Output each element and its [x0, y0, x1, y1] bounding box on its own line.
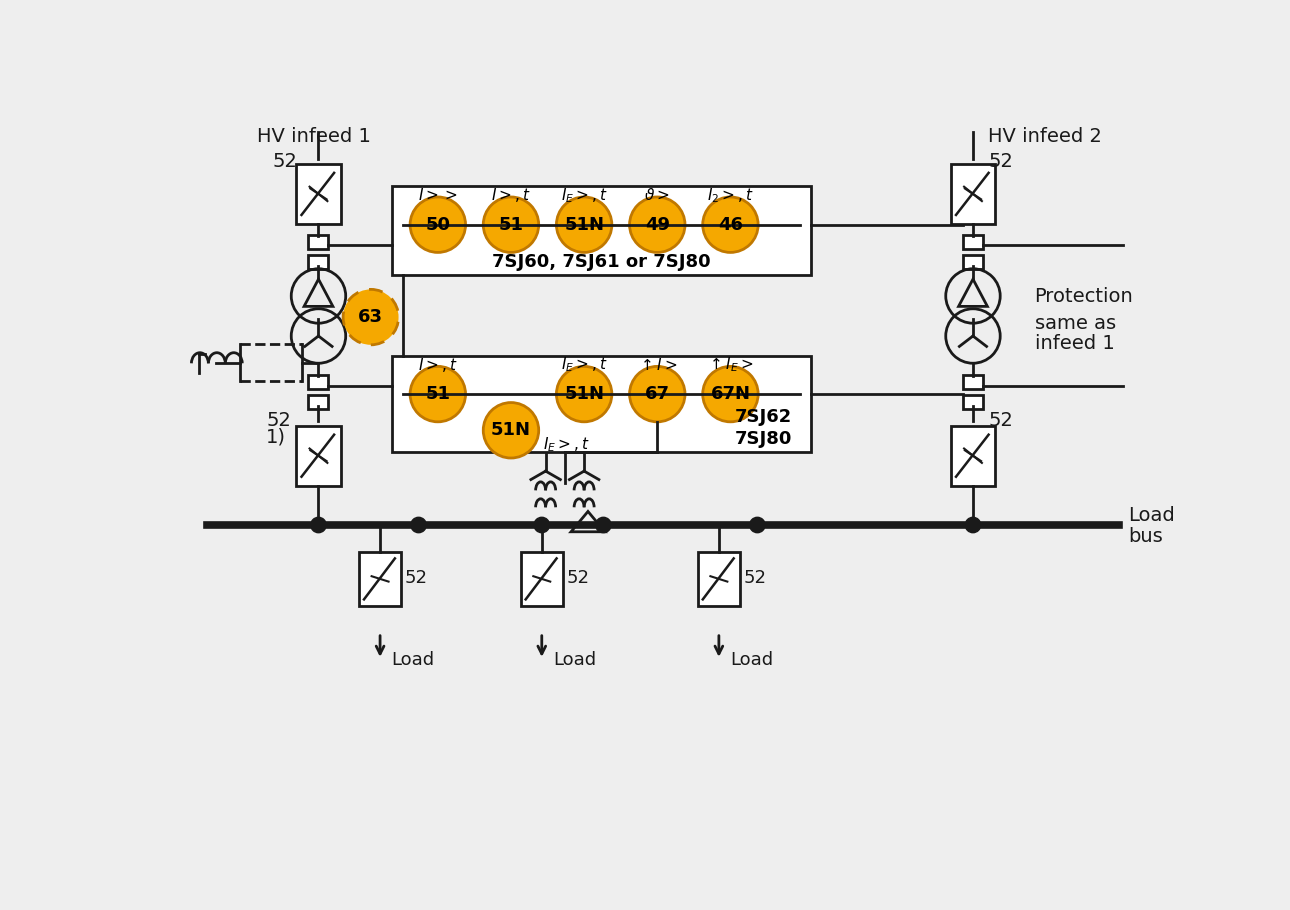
Circle shape: [965, 517, 980, 532]
Circle shape: [311, 517, 326, 532]
FancyBboxPatch shape: [392, 356, 811, 452]
Text: $I_E>, t$: $I_E>, t$: [561, 186, 608, 205]
Text: $I_E>, t$: $I_E>, t$: [561, 356, 608, 374]
Text: $I>, t$: $I>, t$: [491, 187, 530, 205]
Text: 63: 63: [359, 308, 383, 326]
Text: Protection: Protection: [1035, 287, 1134, 306]
Circle shape: [410, 367, 466, 422]
FancyBboxPatch shape: [308, 235, 329, 248]
FancyBboxPatch shape: [392, 187, 811, 275]
FancyBboxPatch shape: [962, 235, 983, 248]
Text: 51N: 51N: [564, 385, 604, 403]
Text: 51: 51: [426, 385, 450, 403]
Text: $\uparrow I>$: $\uparrow I>$: [637, 357, 677, 373]
Circle shape: [412, 517, 426, 532]
Text: 51N: 51N: [564, 216, 604, 234]
FancyBboxPatch shape: [698, 552, 740, 606]
Text: 52: 52: [266, 411, 292, 430]
FancyBboxPatch shape: [521, 552, 562, 606]
Text: $\uparrow I_E>$: $\uparrow I_E>$: [707, 356, 753, 374]
Text: 67: 67: [645, 385, 670, 403]
FancyBboxPatch shape: [962, 375, 983, 389]
Circle shape: [596, 517, 611, 532]
Text: 1): 1): [266, 428, 286, 447]
FancyBboxPatch shape: [951, 426, 996, 486]
Circle shape: [703, 197, 759, 252]
Text: Load: Load: [1129, 506, 1175, 525]
Text: 52: 52: [272, 152, 297, 171]
Text: bus: bus: [1129, 527, 1164, 546]
FancyBboxPatch shape: [297, 426, 341, 486]
Circle shape: [749, 517, 765, 532]
Circle shape: [343, 289, 399, 345]
Text: 52: 52: [988, 411, 1013, 430]
Text: 50: 50: [426, 216, 450, 234]
Text: $I_E>, t$: $I_E>, t$: [543, 435, 590, 453]
Text: same as: same as: [1035, 314, 1116, 333]
Text: 7SJ62: 7SJ62: [734, 409, 792, 426]
Text: 46: 46: [719, 216, 743, 234]
Circle shape: [484, 197, 539, 252]
Text: 49: 49: [645, 216, 670, 234]
Text: $I_2>, t$: $I_2>, t$: [707, 186, 753, 205]
Circle shape: [630, 197, 685, 252]
FancyBboxPatch shape: [297, 164, 341, 224]
Text: infeed 1: infeed 1: [1035, 335, 1115, 353]
FancyBboxPatch shape: [308, 395, 329, 409]
Text: 52: 52: [566, 569, 590, 587]
Text: 52: 52: [988, 152, 1013, 171]
Text: Load: Load: [553, 651, 596, 669]
Circle shape: [484, 402, 539, 458]
Circle shape: [556, 197, 611, 252]
Text: 51N: 51N: [491, 421, 531, 440]
Text: $\vartheta>$: $\vartheta>$: [645, 187, 670, 204]
FancyBboxPatch shape: [962, 255, 983, 268]
FancyBboxPatch shape: [308, 255, 329, 268]
Text: 7SJ60, 7SJ61 or 7SJ80: 7SJ60, 7SJ61 or 7SJ80: [491, 253, 711, 270]
Text: 67N: 67N: [711, 385, 751, 403]
Text: 52: 52: [405, 569, 428, 587]
Text: $I>, t$: $I>, t$: [418, 356, 458, 374]
Circle shape: [410, 197, 466, 252]
Text: HV infeed 2: HV infeed 2: [988, 126, 1102, 146]
FancyBboxPatch shape: [962, 395, 983, 409]
Text: 52: 52: [743, 569, 766, 587]
Circle shape: [534, 517, 550, 532]
Text: HV infeed 1: HV infeed 1: [257, 126, 370, 146]
Text: $I>>$: $I>>$: [418, 187, 458, 204]
FancyBboxPatch shape: [951, 164, 996, 224]
FancyBboxPatch shape: [308, 375, 329, 389]
Text: 7SJ80: 7SJ80: [734, 430, 792, 448]
Circle shape: [630, 367, 685, 422]
FancyBboxPatch shape: [359, 552, 401, 606]
Circle shape: [703, 367, 759, 422]
Text: 51: 51: [498, 216, 524, 234]
Circle shape: [556, 367, 611, 422]
Text: Load: Load: [730, 651, 774, 669]
Text: Load: Load: [392, 651, 435, 669]
